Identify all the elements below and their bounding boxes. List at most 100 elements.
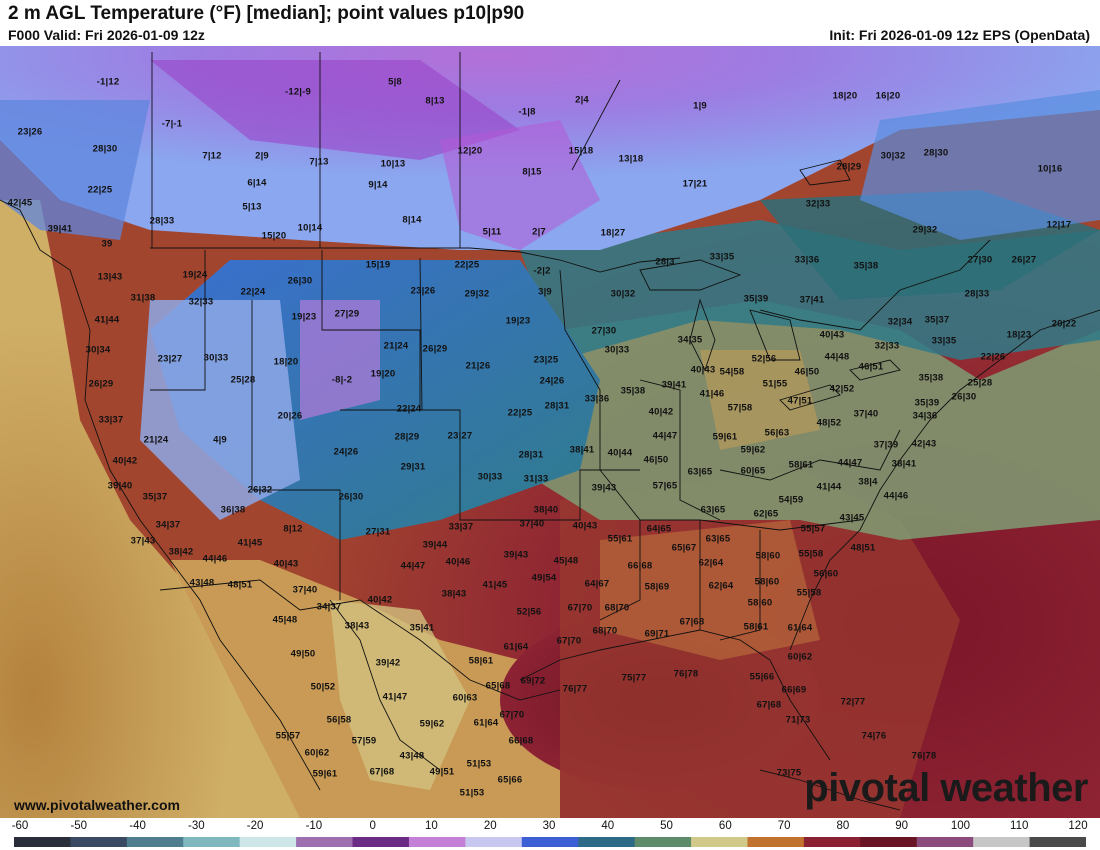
point-value-label: 29|31 <box>400 461 426 473</box>
point-value-label: 30|32 <box>610 288 636 300</box>
scale-color-swatch <box>916 837 974 847</box>
point-value-label: -2|2 <box>533 265 551 277</box>
point-value-label: 2|9 <box>255 150 269 162</box>
color-scale-bar <box>14 837 1086 847</box>
point-value-label: 57|59 <box>351 735 377 747</box>
point-value-label: 26|29 <box>422 343 448 355</box>
point-value-label: 37|40 <box>519 518 545 530</box>
point-value-label: 37|39 <box>873 439 899 451</box>
scale-color-swatch <box>634 837 692 847</box>
point-value-label: 27|31 <box>365 526 391 538</box>
point-value-label: 29|32 <box>464 288 490 300</box>
point-value-label: 28|29 <box>836 161 862 173</box>
point-value-label: 55|57 <box>800 523 826 535</box>
point-value-label: 24|26 <box>539 375 565 387</box>
point-value-label: 39|42 <box>375 657 401 669</box>
point-value-label: 19|24 <box>182 269 208 281</box>
point-value-label: 46|51 <box>858 361 884 373</box>
point-value-label: 64|67 <box>584 578 610 590</box>
point-value-label: 58|69 <box>644 581 670 593</box>
point-value-label: 32|34 <box>887 316 913 328</box>
point-value-label: 42|45 <box>7 197 33 209</box>
scale-tick-label: 30 <box>542 820 556 832</box>
scale-tick-label: 70 <box>777 820 791 832</box>
point-value-label: 58|61 <box>468 655 494 667</box>
point-value-label: 5|13 <box>242 201 262 213</box>
point-value-label: 16|20 <box>875 90 901 102</box>
point-value-label: 41|44 <box>94 314 120 326</box>
scale-tick-label: 80 <box>836 820 850 832</box>
point-value-label: 60|63 <box>452 692 478 704</box>
color-scale: -60 -50 -40 -30 -20 -10 0 10 20 30 40 50 60 70 80 90 100… <box>0 818 1100 850</box>
point-value-label: 69|72 <box>520 675 546 687</box>
temperature-map[interactable]: -1|12 -12|-9 5|8 8|13 -1|8 2|4 1|9 18|20 16|20 23… <box>0 46 1100 818</box>
point-value-label: -12|-9 <box>284 86 312 98</box>
point-value-label: 37|40 <box>292 584 318 596</box>
init-time: Init: Fri 2026-01-09 12z EPS (OpenData) <box>829 27 1090 43</box>
point-value-label: 46|50 <box>643 454 669 466</box>
map-header: 2 m AGL Temperature (°F) [median]; point… <box>0 0 1100 46</box>
point-value-label: 18|23 <box>1006 329 1032 341</box>
point-value-label: 67|70 <box>499 709 525 721</box>
point-value-label: 23|27 <box>447 430 473 442</box>
point-value-label: 13|18 <box>618 153 644 165</box>
point-value-label: 63|65 <box>700 504 726 516</box>
scale-color-swatch <box>578 837 636 847</box>
point-value-label: 74|76 <box>861 730 887 742</box>
point-value-label: 40|43 <box>819 329 845 341</box>
point-value-label: 32|33 <box>874 340 900 352</box>
point-value-label: 40|46 <box>445 556 471 568</box>
point-value-label: 48|51 <box>850 542 876 554</box>
point-value-label: 21|24 <box>383 340 409 352</box>
point-value-label: 44|46 <box>883 490 909 502</box>
us-mexico-border <box>159 579 561 701</box>
point-value-label: 21|26 <box>465 360 491 372</box>
lake-ontario <box>849 359 901 381</box>
point-value-label: 41|46 <box>699 388 725 400</box>
point-value-label: 62|64 <box>698 557 724 569</box>
point-value-label: 2|7 <box>532 226 546 238</box>
point-value-label: 65|68 <box>485 680 511 692</box>
scale-tick-label: 20 <box>483 820 497 832</box>
point-value-label: 66|68 <box>627 560 653 572</box>
point-value-label: 23|26 <box>410 285 436 297</box>
point-value-label: 39|40 <box>107 480 133 492</box>
point-value-label: 35|37 <box>924 314 950 326</box>
point-value-label: 35|38 <box>620 385 646 397</box>
point-value-label: 55|66 <box>749 671 775 683</box>
point-value-label: 20|26 <box>277 410 303 422</box>
point-value-label: 23|27 <box>157 353 183 365</box>
point-value-label: 44|47 <box>400 560 426 572</box>
point-value-label: 19|23 <box>505 315 531 327</box>
point-value-label: 8|13 <box>425 95 445 107</box>
point-value-label: 30|33 <box>477 471 503 483</box>
point-value-label: 52|56 <box>751 353 777 365</box>
point-value-label: 58|61 <box>743 621 769 633</box>
lake-superior <box>639 259 742 291</box>
point-value-label: 41|45 <box>482 579 508 591</box>
scale-tick-label: 100 <box>950 820 971 832</box>
point-value-label: 56|60 <box>813 568 839 580</box>
point-value-label: 12|20 <box>457 145 483 157</box>
scale-color-swatch <box>14 837 71 847</box>
point-value-label: 40|42 <box>648 406 674 418</box>
point-value-label: 35|39 <box>914 397 940 409</box>
point-value-label: 30|33 <box>203 352 229 364</box>
point-value-label: 35|38 <box>853 260 879 272</box>
point-value-label: 76|78 <box>911 750 937 762</box>
point-value-label: 13|43 <box>97 271 123 283</box>
scale-color-swatch <box>183 837 241 847</box>
point-value-label: 33|37 <box>448 521 474 533</box>
point-value-label: 75|77 <box>621 672 647 684</box>
point-value-label: 40|43 <box>690 364 716 376</box>
point-value-label: 43|48 <box>399 750 425 762</box>
point-value-label: 31|33 <box>523 473 549 485</box>
point-value-label: 45|48 <box>272 614 298 626</box>
point-value-label: 38|42 <box>168 546 194 558</box>
point-value-label: 28|30 <box>92 143 118 155</box>
point-value-label: 22|25 <box>87 184 113 196</box>
scale-color-swatch <box>973 837 1031 847</box>
point-value-label: 4|9 <box>213 434 227 446</box>
point-value-label: 38|40 <box>533 504 559 516</box>
point-value-label: 28|31 <box>518 449 544 461</box>
